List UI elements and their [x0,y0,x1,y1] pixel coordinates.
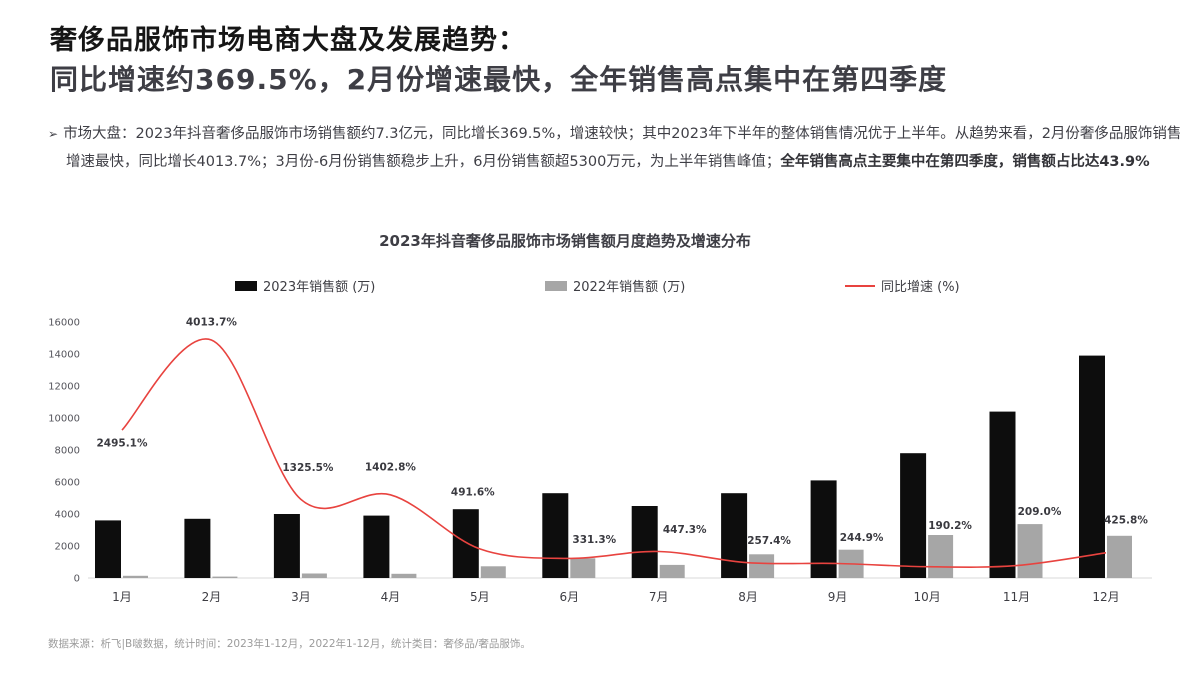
svg-text:1402.8%: 1402.8% [365,461,417,473]
svg-text:190.2%: 190.2% [928,520,972,532]
market-overview-paragraph: ➢ 市场大盘：2023年抖音奢侈品服饰市场销售额约7.3亿元，同比增长369.5%… [48,120,1188,176]
svg-text:447.3%: 447.3% [663,524,707,536]
svg-text:12月: 12月 [1092,590,1119,604]
chart-legend: 2023年销售额 (万) 2022年销售额 (万) 同比增速 (%) [0,276,1200,296]
svg-text:7月: 7月 [649,590,669,604]
svg-text:257.4%: 257.4% [747,535,791,547]
legend-label-growth: 同比增速 (%) [881,280,960,295]
svg-text:4013.7%: 4013.7% [186,317,238,329]
svg-text:491.6%: 491.6% [451,486,495,498]
chart-title: 2023年抖音奢侈品服饰市场销售额月度趋势及增速分布 [379,232,751,250]
svg-text:6月: 6月 [559,590,579,604]
svg-text:3月: 3月 [291,590,311,604]
legend-label-2022: 2022年销售额 (万) [573,280,686,295]
sales-trend-chart: 0 2000 4000 6000 8000 10000 12000 14000 16000 1月 2… [48,317,1152,604]
svg-text:12000: 12000 [48,382,80,393]
svg-text:9月: 9月 [828,590,848,604]
svg-text:244.9%: 244.9% [840,532,884,544]
svg-text:4月: 4月 [381,590,401,604]
svg-text:16000: 16000 [48,318,80,329]
svg-text:14000: 14000 [48,350,80,361]
legend-item-2023: 2023年销售额 (万) [235,276,375,295]
data-source-note: 数据来源：析飞|B啵数据，统计时间：2023年1-12月，2022年1-12月，… [48,638,531,650]
svg-text:8000: 8000 [55,446,80,457]
svg-text:0: 0 [74,574,80,585]
legend-swatch-2022-icon [545,280,567,291]
svg-text:5月: 5月 [470,590,490,604]
svg-text:331.3%: 331.3% [572,534,616,546]
bullet-arrow-icon: ➢ [48,127,59,141]
legend-swatch-2023-icon [235,280,257,291]
overview-text-bold: 全年销售高点主要集中在第四季度，销售额占比达43.9% [780,154,1150,170]
legend-item-growth: 同比增速 (%) [845,276,960,295]
legend-label-2023: 2023年销售额 (万) [263,280,376,295]
page-title: 奢侈品服饰市场电商大盘及发展趋势： [50,25,526,56]
svg-text:2月: 2月 [202,590,222,604]
svg-text:209.0%: 209.0% [1018,506,1062,518]
svg-text:8月: 8月 [738,590,758,604]
svg-text:2000: 2000 [55,542,80,553]
svg-text:11月: 11月 [1003,590,1030,604]
overview-text: 市场大盘：2023年抖音奢侈品服饰市场销售额约7.3亿元，同比增长369.5%，… [63,126,1182,170]
page-subtitle: 同比增速约369.5%，2月份增速最快，全年销售高点集中在第四季度 [50,63,948,96]
legend-item-2022: 2022年销售额 (万) [545,276,685,295]
svg-text:6000: 6000 [55,478,80,489]
svg-text:10000: 10000 [48,414,80,425]
svg-text:425.8%: 425.8% [1104,514,1148,526]
svg-text:1325.5%: 1325.5% [282,462,334,474]
svg-text:2495.1%: 2495.1% [96,438,148,450]
svg-text:4000: 4000 [55,510,80,521]
svg-text:1月: 1月 [112,590,132,604]
legend-swatch-growth-line-icon [845,284,875,287]
svg-text:10月: 10月 [913,590,940,604]
